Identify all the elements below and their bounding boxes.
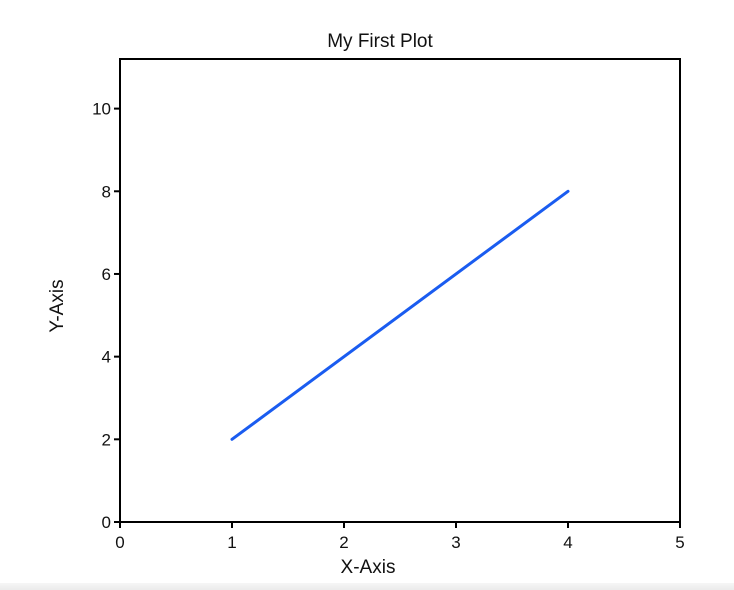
series-layer [230,189,570,441]
y-axis-ticks: 0 2 4 6 8 10 [92,100,120,532]
x-tick-label: 3 [451,533,460,552]
y-tick-label: 6 [102,265,111,284]
x-tick-label: 2 [339,533,348,552]
y-tick-label: 4 [102,348,111,367]
y-tick-label: 10 [92,100,111,119]
x-axis-ticks: 0 1 2 3 4 5 [115,522,685,552]
x-axis-label: X-Axis [341,557,396,578]
bottom-edge [0,583,734,590]
x-tick-label: 0 [115,533,124,552]
y-tick-label: 0 [102,513,111,532]
y-tick-label: 2 [102,430,111,449]
plot-area [119,58,681,523]
series-line [230,189,570,441]
x-tick-label: 1 [227,533,236,552]
y-tick-label: 8 [102,182,111,201]
chart-title: My First Plot [327,31,433,52]
x-tick-label: 5 [675,533,684,552]
y-axis-label: Y-Axis [47,279,68,332]
x-tick-label: 4 [563,533,572,552]
